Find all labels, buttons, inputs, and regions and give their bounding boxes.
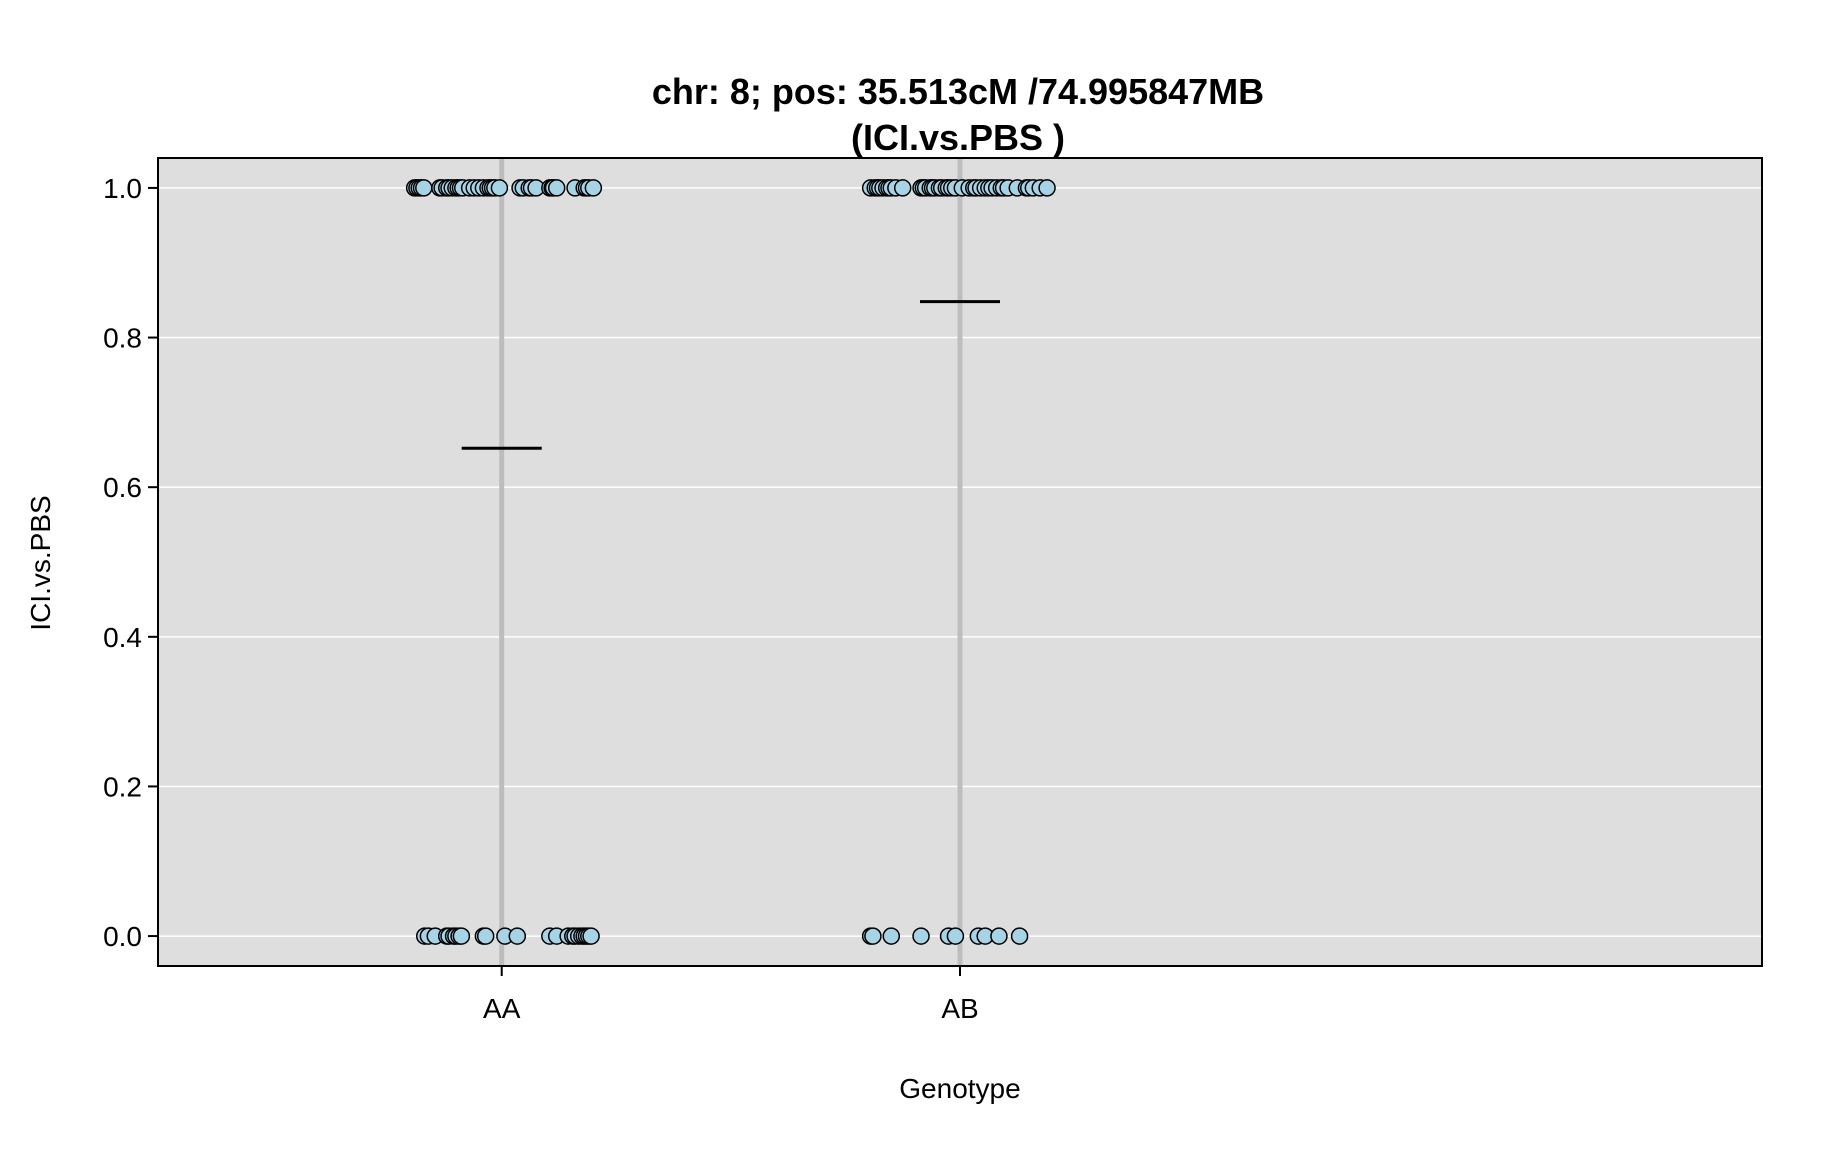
data-point — [476, 927, 495, 945]
data-point — [584, 179, 603, 197]
data-point — [893, 179, 912, 197]
y-axis: 0.0 0.2 0.4 0.6 0.8 1.0 — [103, 173, 158, 952]
chart-title-line2: (ICI.vs.PBS ) — [851, 117, 1065, 158]
y-tick-label: 0.6 — [103, 472, 142, 503]
data-point — [990, 927, 1008, 945]
data-point — [452, 927, 471, 945]
data-point — [1038, 179, 1056, 197]
data-point — [415, 179, 433, 197]
data-point — [490, 179, 509, 197]
y-tick-label: 0.2 — [103, 771, 142, 802]
x-tick-label: AA — [483, 993, 521, 1024]
chart-title-line1: chr: 8; pos: 35.513cM /74.995847MB — [652, 71, 1264, 112]
data-point — [912, 927, 930, 945]
category-lines — [499, 158, 963, 966]
data-point — [582, 927, 600, 945]
y-tick-label: 0.8 — [103, 323, 142, 354]
data-point — [864, 927, 882, 945]
data-point — [882, 927, 901, 945]
y-tick-label: 0.0 — [103, 921, 142, 952]
data-points — [405, 179, 1056, 945]
y-tick-label: 0.4 — [103, 622, 142, 653]
data-point — [508, 927, 527, 945]
data-point — [1010, 927, 1029, 945]
mean-lines — [461, 300, 1000, 450]
y-axis-title: ICI.vs.PBS — [25, 495, 56, 630]
y-tick-label: 1.0 — [103, 173, 142, 204]
data-point — [547, 179, 566, 197]
x-axis: AA AB — [483, 966, 979, 1024]
x-axis-title: Genotype — [899, 1073, 1020, 1104]
data-point — [946, 927, 965, 945]
x-tick-label: AB — [941, 993, 978, 1024]
